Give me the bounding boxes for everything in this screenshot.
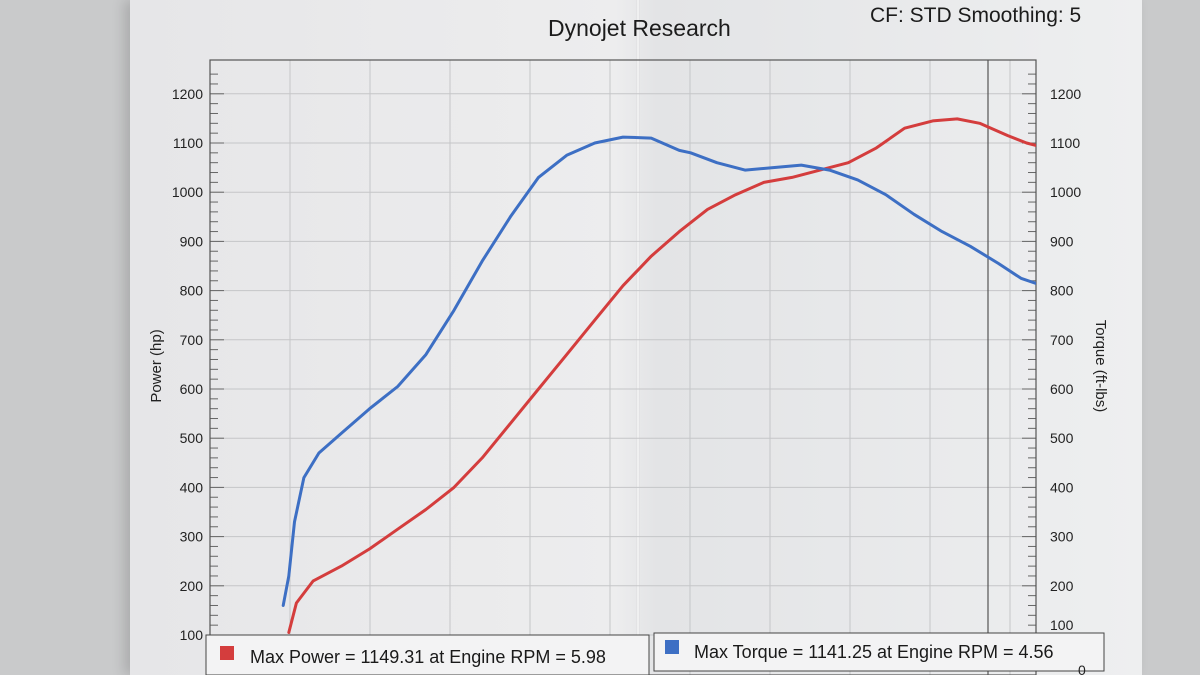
y-tick-label: 300 <box>180 529 204 545</box>
y2-tick-label: 200 <box>1050 578 1074 594</box>
y2-tick-label: 1000 <box>1050 184 1081 200</box>
y2-tick-label: 400 <box>1050 479 1074 495</box>
grid-lines <box>210 60 1036 675</box>
left-axis-labels: 100 200 300 400 500 600 700 800 900 1000 1100 1200 <box>172 86 203 643</box>
plot-frame <box>209 59 1037 675</box>
chart-title: Dynojet Research <box>548 15 731 41</box>
y-tick-label: 700 <box>180 332 204 348</box>
y-tick-label: 600 <box>180 381 204 397</box>
paper-fold <box>636 0 640 675</box>
y-tick-label: 800 <box>180 283 204 299</box>
y-tick-label: 200 <box>180 578 204 594</box>
y2-axis-label: Torque (ft-lbs) <box>1092 320 1109 413</box>
y-tick-label: 900 <box>180 233 204 249</box>
legend: Max Power = 1149.31 at Engine RPM = 5.98… <box>205 632 1105 675</box>
y-tick-label: 500 <box>180 430 204 446</box>
legend-swatch-torque <box>665 640 679 654</box>
y2-tick-label: 600 <box>1050 381 1074 397</box>
y2-tick-label: 1200 <box>1050 86 1081 102</box>
legend-swatch-power <box>220 646 234 660</box>
legend-torque-text: Max Torque = 1141.25 at Engine RPM = 4.5… <box>694 642 1054 662</box>
y2-tick-fragment: 100 <box>1050 617 1074 633</box>
y2-tick-label: 1100 <box>1050 135 1080 151</box>
y-tick-label: 100 <box>180 627 204 643</box>
y-axis-label: Power (hp) <box>148 329 165 402</box>
y-tick-label: 400 <box>180 479 204 495</box>
legend-box-power <box>205 634 650 675</box>
torque-series-line <box>281 135 1036 607</box>
legend-box-torque <box>653 632 1105 672</box>
y-tick-label: 1200 <box>172 86 203 102</box>
y-tick-label: 1100 <box>173 135 203 151</box>
y2-tick-label: 500 <box>1050 430 1074 446</box>
y-tick-label: 1000 <box>172 184 203 200</box>
tick-marks <box>210 73 1036 636</box>
legend-power-text: Max Power = 1149.31 at Engine RPM = 5.98 <box>250 647 606 667</box>
y2-tick-label: 300 <box>1050 529 1074 545</box>
right-axis-labels: 200 300 400 500 600 700 800 900 1000 1100 1200 <box>1050 86 1081 594</box>
y2-zero-fragment: 0 <box>1078 662 1086 675</box>
chart-subtitle: CF: STD Smoothing: 5 <box>870 4 1081 27</box>
y2-tick-label: 800 <box>1050 283 1074 299</box>
y2-tick-label: 900 <box>1050 233 1074 249</box>
y2-tick-label: 700 <box>1050 332 1074 348</box>
power-series-line <box>287 117 1036 634</box>
